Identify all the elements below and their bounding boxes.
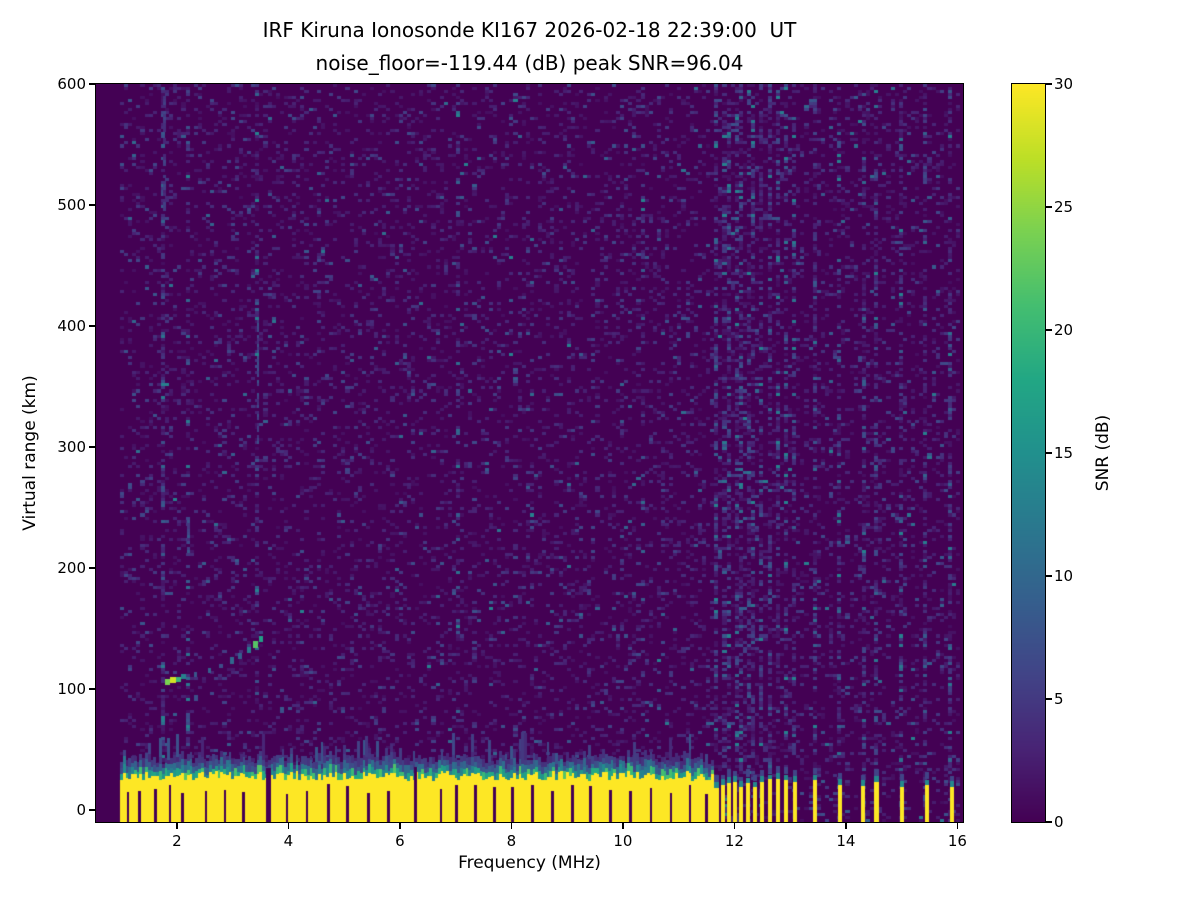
x-tick-label: 10 — [613, 832, 633, 850]
y-tick-label: 100 — [57, 679, 86, 698]
ionogram-canvas — [96, 84, 963, 822]
x-axis-label: Frequency (MHz) — [458, 853, 601, 873]
colorbar — [1011, 83, 1046, 823]
y-tick-mark — [89, 809, 95, 811]
x-tick-mark — [510, 823, 513, 829]
y-tick-mark — [89, 204, 95, 206]
colorbar-tick-mark — [1046, 821, 1052, 823]
colorbar-canvas — [1012, 84, 1045, 822]
x-tick-label: 8 — [506, 832, 517, 850]
y-tick-label: 200 — [57, 558, 86, 577]
x-tick-mark — [622, 823, 624, 829]
colorbar-tick-mark — [1046, 206, 1052, 208]
colorbar-tick-mark — [1046, 329, 1052, 331]
x-tick-mark — [287, 823, 290, 829]
y-tick-mark — [89, 567, 95, 569]
colorbar-tick-label: 20 — [1054, 321, 1074, 339]
x-tick-label: 2 — [172, 832, 182, 850]
y-tick-label: 600 — [57, 75, 86, 93]
colorbar-tick-label: 15 — [1054, 444, 1074, 462]
plot-area — [95, 83, 964, 823]
chart-title: IRF Kiruna Ionosonde KI167 2026-02-18 22… — [96, 14, 963, 80]
chart-title-line2: noise_floor=-119.44 (dB) peak SNR=96.04 — [315, 51, 744, 75]
y-tick-label: 400 — [57, 316, 86, 335]
y-tick-mark — [89, 688, 95, 690]
y-tick-label: 0 — [76, 800, 86, 819]
x-tick-label: 12 — [724, 832, 744, 850]
y-tick-mark — [89, 325, 95, 327]
y-tick-label: 500 — [57, 195, 86, 214]
chart-title-line1: IRF Kiruna Ionosonde KI167 2026-02-18 22… — [262, 18, 797, 42]
x-tick-label: 6 — [395, 832, 405, 850]
x-tick-mark — [733, 823, 736, 829]
y-tick-mark — [89, 446, 95, 448]
x-tick-label: 14 — [836, 832, 856, 850]
colorbar-tick-label: 10 — [1054, 567, 1074, 585]
colorbar-tick-label: 0 — [1054, 813, 1064, 831]
colorbar-tick-label: 30 — [1054, 75, 1074, 93]
colorbar-tick-label: 25 — [1054, 198, 1074, 216]
x-tick-mark — [399, 823, 401, 829]
y-tick-mark — [89, 83, 95, 85]
x-tick-label: 16 — [947, 832, 967, 850]
x-tick-label: 4 — [283, 832, 294, 850]
colorbar-tick-mark — [1046, 575, 1052, 577]
x-tick-mark — [956, 823, 959, 829]
colorbar-tick-label: 5 — [1054, 690, 1064, 708]
colorbar-tick-mark — [1046, 698, 1052, 700]
colorbar-tick-mark — [1046, 452, 1052, 454]
colorbar-label: SNR (dB) — [1093, 414, 1113, 492]
y-tick-label: 300 — [57, 437, 86, 456]
colorbar-tick-mark — [1046, 83, 1052, 85]
x-tick-mark — [176, 823, 178, 829]
x-tick-mark — [845, 823, 847, 829]
